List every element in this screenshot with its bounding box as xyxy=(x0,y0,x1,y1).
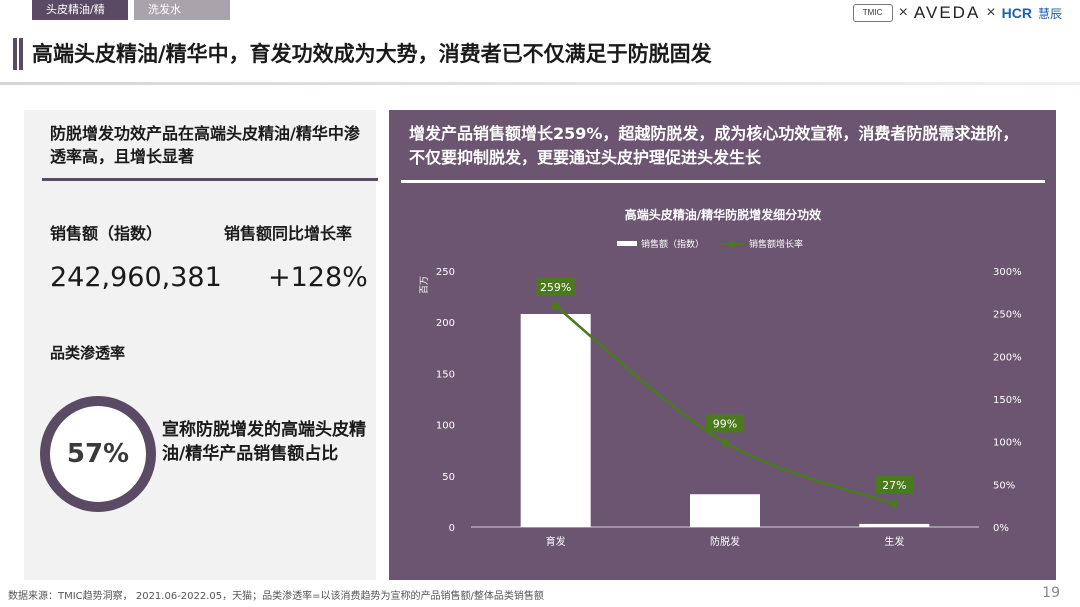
combo-chart: 高端头皮精油/精华防脱增发细分功效 销售额（指数） 销售额增长率 百万 0 50 1… xyxy=(401,192,1022,558)
chart-legend: 销售额（指数） 销售额增长率 xyxy=(617,238,803,250)
y-tick-label: 50 xyxy=(442,472,455,483)
sales-growth-label: 销售额同比增长率 xyxy=(224,224,353,243)
legend-line-label: 销售额增长率 xyxy=(749,238,803,250)
y2-tick-label: 0% xyxy=(993,523,1009,534)
growth-point xyxy=(551,301,560,310)
x-tick-label: 育发 xyxy=(546,535,566,548)
hcr-logo: HCR xyxy=(1001,5,1032,21)
y2-tick-label: 250% xyxy=(993,310,1022,321)
penetration-description: 宣称防脱增发的高端头皮精油/精华产品销售额占比 xyxy=(162,420,366,464)
top-tabs: 头皮精油/精华 洗发水 xyxy=(32,0,230,36)
y2-tick-label: 300% xyxy=(993,267,1022,278)
y2-axis-ticks: 0% 50% 100% 150% 200% 250% 300% xyxy=(993,267,1022,534)
title-divider xyxy=(0,82,1080,85)
page-number: 19 xyxy=(1042,585,1060,601)
chart-title: 高端头皮精油/精华防脱增发细分功效 xyxy=(625,207,822,222)
data-label-box xyxy=(536,277,575,296)
legend-bar-swatch xyxy=(617,241,637,246)
y-tick-label: 100 xyxy=(436,421,455,432)
data-label: 259% xyxy=(540,281,571,294)
hcr-logo-cn: 慧辰 xyxy=(1037,6,1062,21)
y-tick-label: 0 xyxy=(449,523,455,534)
tmic-logo: TMIC xyxy=(852,4,893,22)
partner-logos: TMIC × AVEDA × HCR 慧辰 xyxy=(852,3,1062,23)
title-marker xyxy=(19,38,23,70)
data-label-box xyxy=(875,475,914,494)
right-heading: 增发产品销售额增长259%，超越防脱发，成为核心功效宣称，消费者防脱需求进阶，不… xyxy=(409,124,1019,167)
penetration-value: 57% xyxy=(66,439,130,469)
y2-tick-label: 100% xyxy=(993,438,1022,449)
y2-tick-label: 150% xyxy=(993,395,1022,406)
data-source-note: 数据来源：TMIC趋势洞察， 2021.06-2022.05，天猫；品类渗透率=… xyxy=(8,591,544,602)
left-heading: 防脱增发功效产品在高端头皮精油/精华中渗透率高，且增长显著 xyxy=(50,124,360,166)
title-marker xyxy=(13,38,17,70)
growth-line-series: 259% 99% 27% xyxy=(536,277,914,508)
x-axis-categories: 育发 防脱发 生发 xyxy=(546,535,905,548)
left-panel: 防脱增发功效产品在高端头皮精油/精华中渗透率高，且增长显著 销售额（指数） 销售… xyxy=(24,110,378,580)
bar xyxy=(520,314,591,527)
bar xyxy=(690,494,760,527)
left-heading-underline xyxy=(42,178,378,181)
legend-bar-label: 销售额（指数） xyxy=(641,238,704,250)
penetration-ring: 57% xyxy=(40,396,156,512)
data-label: 27% xyxy=(882,479,906,492)
bar-series xyxy=(520,314,930,527)
times-sign: × xyxy=(986,4,996,21)
y-tick-label: 200 xyxy=(436,318,455,329)
data-label: 99% xyxy=(713,418,737,431)
y-tick-label: 250 xyxy=(436,267,455,278)
sales-growth-value: +128% xyxy=(268,262,368,293)
x-tick-label: 防脱发 xyxy=(710,535,740,548)
right-heading-underline xyxy=(401,180,1045,183)
right-panel: 增发产品销售额增长259%，超越防脱发，成为核心功效宣称，消费者防脱需求进阶，不… xyxy=(389,110,1056,580)
y-axis-unit: 百万 xyxy=(419,276,430,294)
bar xyxy=(859,523,930,527)
aveda-logo: AVEDA xyxy=(913,3,981,22)
y-tick-label: 150 xyxy=(436,369,455,380)
sales-index-value: 242,960,381 xyxy=(50,262,222,293)
y2-tick-label: 200% xyxy=(993,352,1022,363)
tab-shampoo[interactable]: 洗发水 xyxy=(134,0,230,20)
times-sign: × xyxy=(898,4,908,21)
growth-point xyxy=(721,438,729,447)
y-axis-ticks: 0 50 100 150 200 250 xyxy=(436,267,455,534)
tab-scalp-oil[interactable]: 头皮精油/精华 xyxy=(32,0,128,36)
x-tick-label: 生发 xyxy=(884,535,904,548)
legend-line-marker xyxy=(730,241,736,247)
data-label-box xyxy=(706,414,744,433)
penetration-label: 品类渗透率 xyxy=(50,344,126,362)
sales-index-label: 销售额（指数） xyxy=(50,224,163,243)
growth-point xyxy=(890,499,899,508)
page-title: 高端头皮精油/精华中，育发功效成为大势，消费者已不仅满足于防脱固发 xyxy=(32,42,712,66)
title-bar: 高端头皮精油/精华中，育发功效成为大势，消费者已不仅满足于防脱固发 xyxy=(0,36,1080,76)
y2-tick-label: 50% xyxy=(993,480,1015,491)
